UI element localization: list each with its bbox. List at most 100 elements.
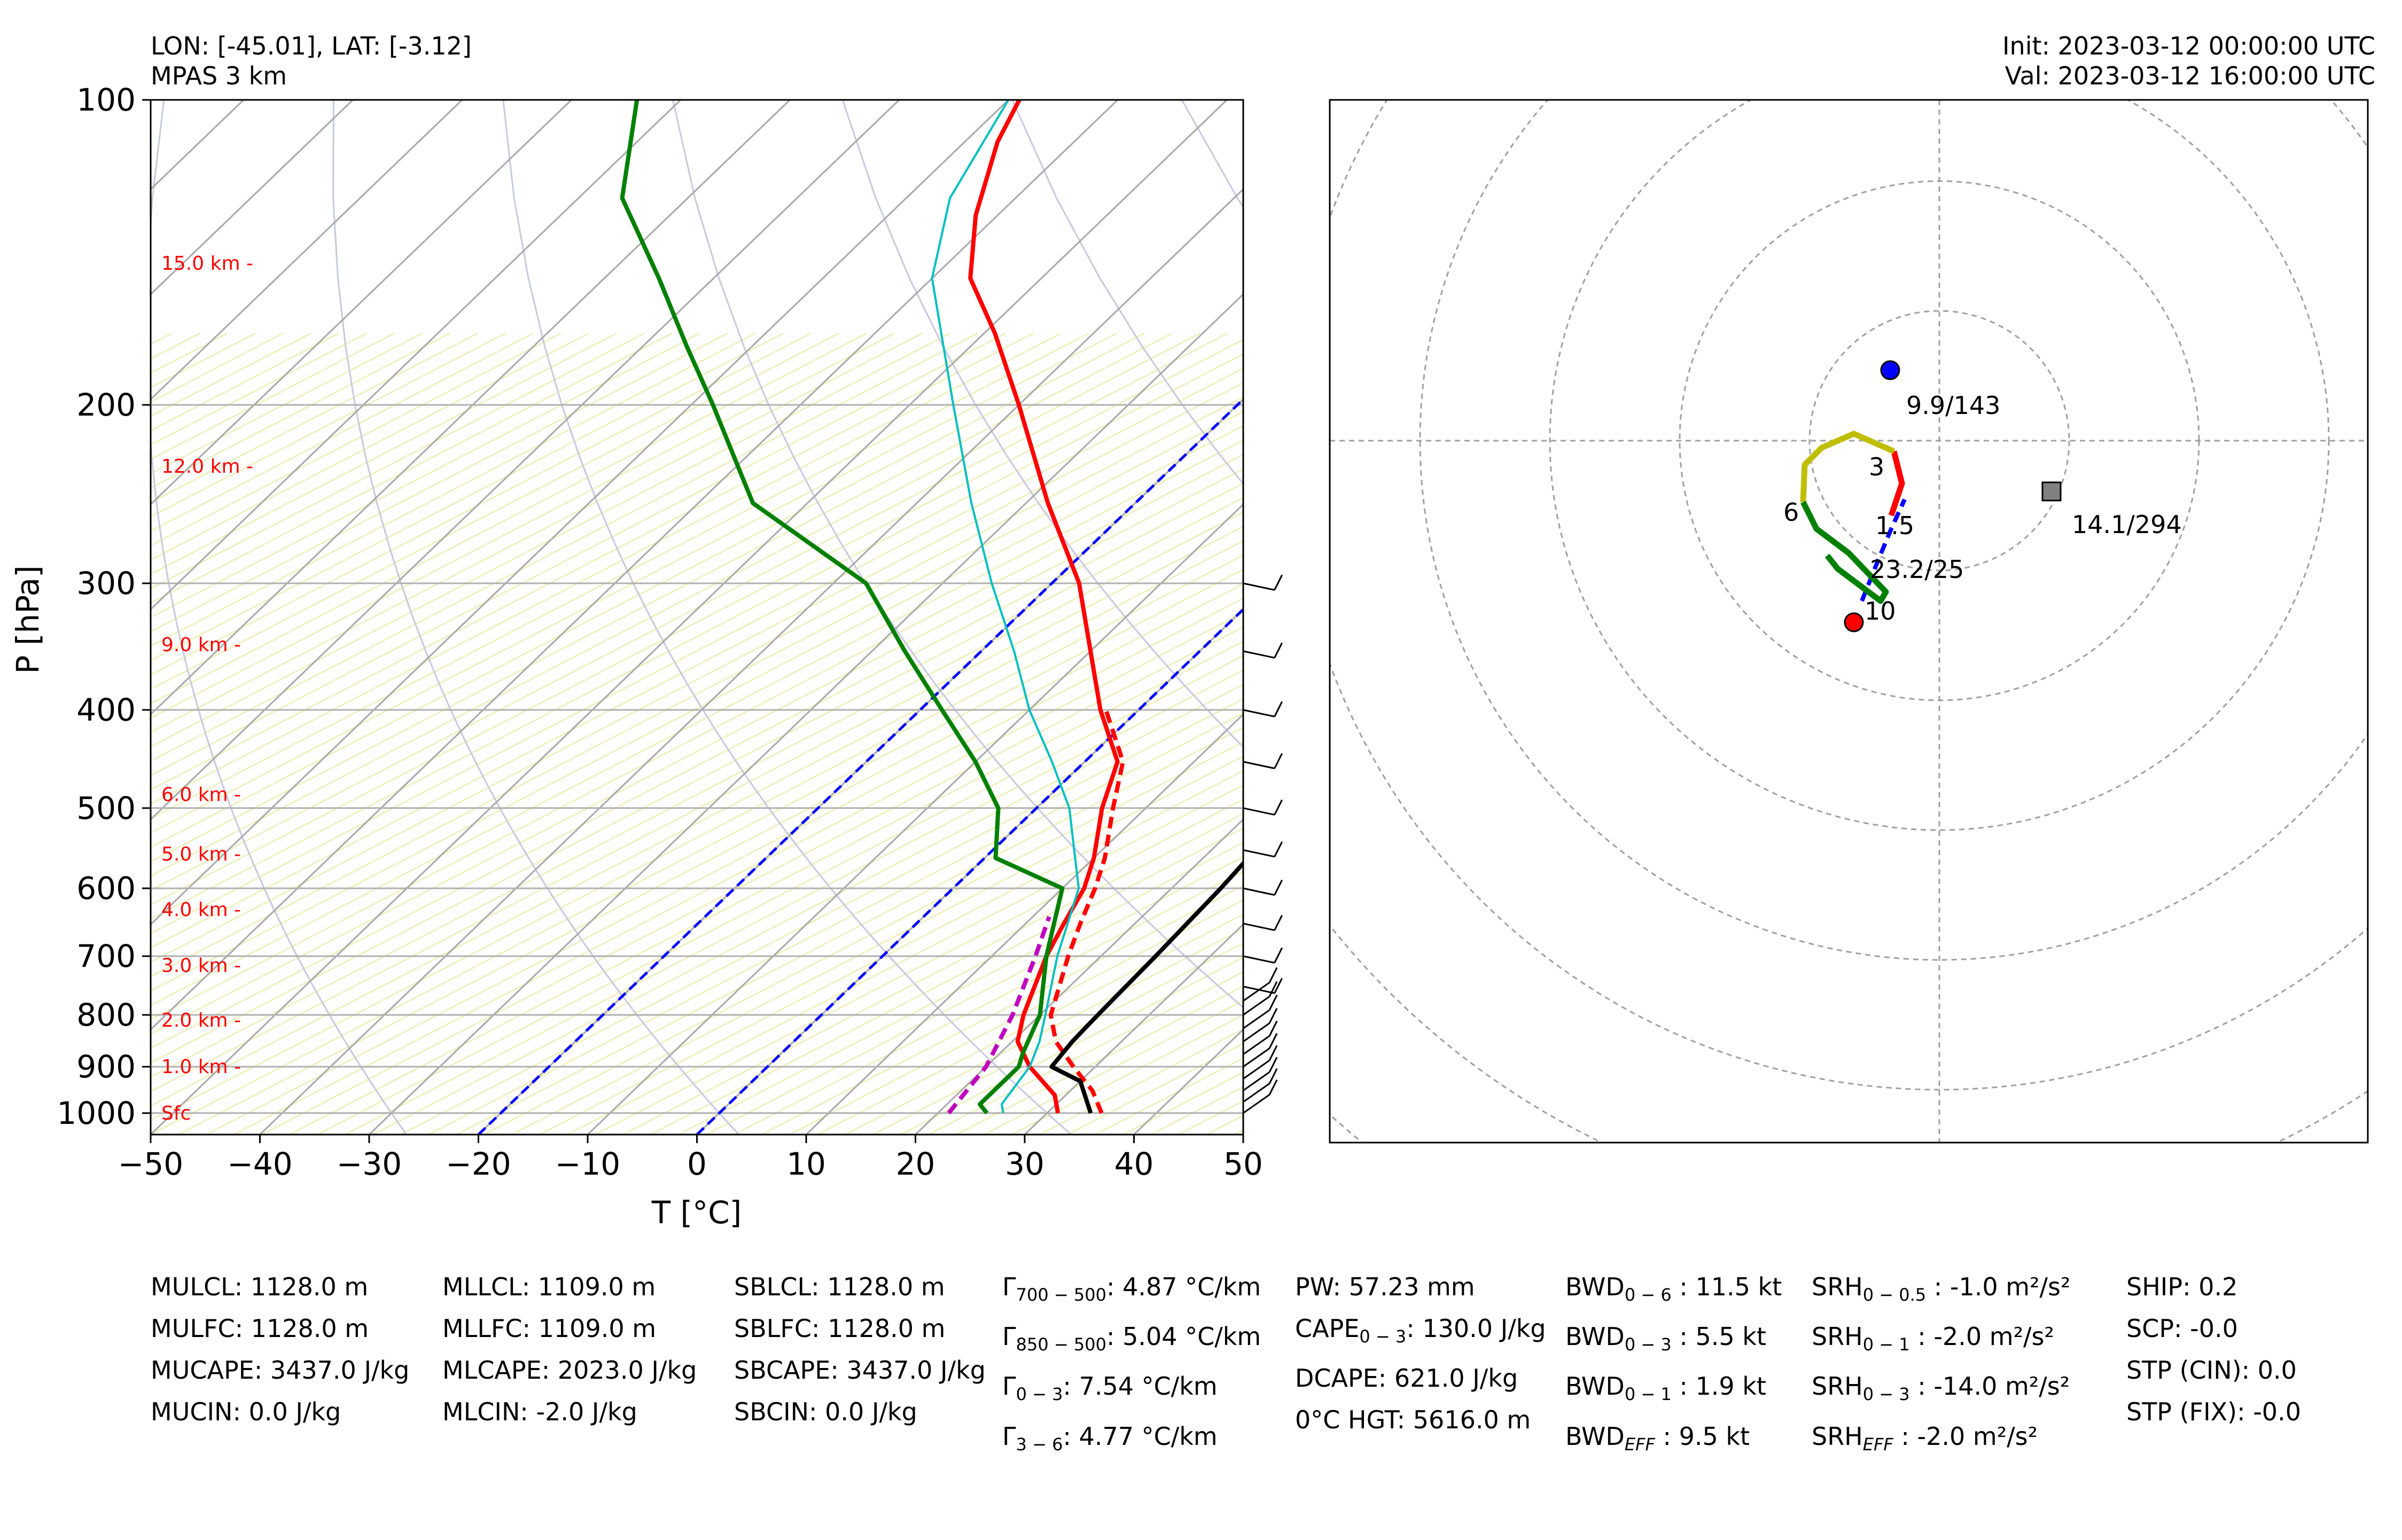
virtual-temperature-line — [1048, 709, 1125, 1114]
mixing-ratio-line — [151, 332, 561, 546]
hodograph-label-height-km: 10 — [1865, 597, 1896, 626]
mixing-ratio-line — [151, 332, 700, 619]
index-symbol: SRH — [1812, 1421, 1863, 1451]
hodograph-trace-6-10-km — [1800, 501, 1889, 604]
mixing-ratio-line — [1290, 333, 2402, 1135]
indices-col-moisture: PW: 57.23 mm CAPE0 − 3: 130.0 J/kg DCAPE: … — [1295, 1266, 1546, 1441]
highlight-isotherm — [696, 607, 1243, 1135]
wetbulb-line — [931, 100, 1080, 1114]
mixing-ratio-line — [372, 683, 1243, 1135]
index-col7-1: SRH0 − 1 : -2.0 m²/s² — [1812, 1316, 2070, 1365]
mixing-ratio-line — [151, 332, 950, 748]
index-symbol: Γ — [1002, 1322, 1016, 1351]
index-value: : -14.0 m²/s² — [1909, 1372, 2070, 1401]
mixing-ratio-line — [706, 856, 1243, 1135]
index-subscript: EFF — [1624, 1434, 1655, 1455]
downdraft-profile-line — [947, 916, 1051, 1115]
mixing-ratio-line — [511, 755, 1243, 1135]
index-col7-3: SRHEFF : -2.0 m²/s² — [1812, 1416, 2070, 1465]
mixing-ratio-line — [151, 332, 867, 705]
mixing-ratio-line — [151, 482, 1243, 1050]
wind-barbs — [1243, 574, 1283, 1114]
height-label: 4.0 km - — [161, 899, 241, 921]
mixing-ratio-line — [151, 332, 812, 676]
index-subscript: 700 − 500 — [1016, 1285, 1106, 1306]
x-tick-label: −10 — [555, 1146, 620, 1182]
mixing-ratio-line — [1429, 333, 2402, 1135]
mixing-ratio-line — [622, 812, 1243, 1135]
hodograph-label-height-km: 1.5 — [1875, 511, 1914, 540]
y-tick-label: 900 — [76, 1049, 136, 1085]
mixing-ratio-line — [233, 612, 1243, 1135]
mixing-ratio-line — [151, 332, 728, 633]
wind-barb — [1243, 1045, 1278, 1080]
mixing-ratio-line — [1401, 333, 2402, 1135]
mixing-ratio-line — [151, 332, 784, 662]
index-value: : 1.9 kt — [1671, 1372, 1766, 1401]
dry-adiabat — [502, 100, 1072, 1135]
mixing-ratio-line — [2206, 333, 2402, 1135]
index-value: : 4.87 °C/km — [1106, 1272, 1261, 1301]
wind-barb — [1243, 947, 1283, 964]
hodograph-right-mover-marker — [1844, 612, 1864, 632]
index-value: : -1.0 m²/s² — [1926, 1272, 2071, 1301]
mixing-ratio-line — [984, 999, 1243, 1135]
index-value: : -2.0 m²/s² — [1909, 1322, 2054, 1351]
mixing-ratio-line — [2040, 333, 2402, 1135]
mixing-ratio-line — [151, 332, 1117, 834]
index-subscript: 0 − 0.5 — [1862, 1285, 1927, 1306]
mixing-ratio-line — [151, 332, 756, 647]
mixing-ratio-line — [151, 332, 895, 719]
mixing-ratio-line — [1956, 333, 2402, 1135]
temperature-line — [968, 100, 1120, 1114]
height-label: 2.0 km - — [161, 1010, 241, 1031]
index-col5-2: DCAPE: 621.0 J/kg — [1295, 1357, 1546, 1399]
mixing-ratio-line — [151, 368, 1243, 935]
mixing-ratio-line — [2234, 333, 2402, 1135]
wind-barb — [1243, 1007, 1278, 1043]
wind-barb — [1243, 1079, 1278, 1114]
index-col4-2: Γ0 − 3: 7.54 °C/km — [1002, 1365, 1261, 1415]
y-tick-label: 600 — [76, 870, 136, 906]
mixing-ratio-line — [595, 798, 1243, 1135]
indices-col-lapse: Γ700 − 500: 4.87 °C/km Γ850 − 500: 5.04 °… — [1002, 1266, 1261, 1465]
mixing-ratio-line — [2318, 333, 2402, 1135]
x-tick-label: 50 — [1223, 1146, 1263, 1182]
isotherm — [151, 100, 791, 716]
mixing-ratio-line — [1095, 1057, 1243, 1135]
mixing-ratio-line — [151, 353, 1243, 920]
hodograph-label-mean-wind: 14.1/294 — [2072, 510, 2182, 539]
x-tick-label: 0 — [687, 1146, 707, 1182]
index-col1-3: MUCIN: 0.0 J/kg — [151, 1397, 341, 1426]
hodograph-trace-0-1-5-km — [1860, 498, 1907, 602]
mixing-ratio-line — [1262, 333, 2402, 1135]
mixing-ratio-line — [1873, 333, 2402, 1135]
dry-adiabat — [151, 100, 408, 1135]
mixing-ratio-line — [151, 332, 978, 762]
index-col2-2: MLCAPE: 2023.0 J/kg — [442, 1356, 697, 1385]
mixing-ratio-line — [1845, 333, 2402, 1135]
index-symbol: Γ — [1002, 1372, 1016, 1401]
hodograph-left-mover-marker — [1880, 360, 1900, 380]
index-col3-3: SBCIN: 0.0 J/kg — [734, 1397, 917, 1426]
index-col6-3: BWDEFF : 9.5 kt — [1565, 1416, 1782, 1465]
mixing-ratio-line — [151, 332, 1173, 863]
hodograph-ring — [1808, 310, 2070, 572]
x-axis-label: T [°C] — [651, 1194, 742, 1231]
index-subscript: 0 − 3 — [1862, 1384, 1910, 1405]
index-col1-0: MULCL: 1128.0 m — [151, 1272, 369, 1301]
mixing-ratio-line — [151, 332, 839, 690]
mixing-ratio-line — [1901, 333, 2402, 1135]
index-col8-2: STP (CIN): 0.0 — [2126, 1356, 2297, 1385]
mixing-ratio-line — [1122, 1071, 1243, 1135]
mixing-ratio-line — [845, 927, 1243, 1135]
index-symbol: 0°C HGT: 5616.0 m — [1295, 1405, 1531, 1435]
index-col4-1: Γ850 − 500: 5.04 °C/km — [1002, 1316, 1261, 1365]
y-tick-label: 1000 — [57, 1095, 136, 1131]
isotherm — [151, 100, 1228, 1135]
mixing-ratio-line — [2262, 333, 2402, 1135]
isotherm — [151, 100, 463, 401]
mixing-ratio-line — [567, 784, 1243, 1135]
mixing-ratio-line — [151, 381, 1243, 949]
mixing-ratio-line — [151, 332, 1145, 848]
